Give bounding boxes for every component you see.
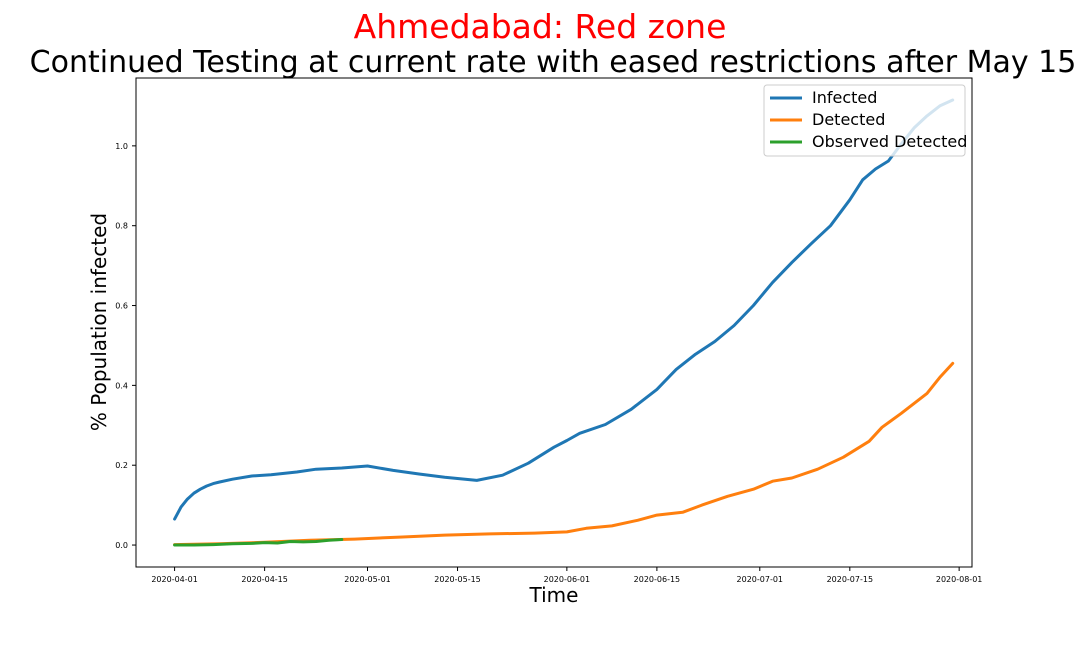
series-line-infected — [173, 98, 955, 521]
y-axis: 0.0 0.2 0.4 0.6 0.8 1.0 — [115, 142, 136, 550]
y-tick-label: 1.0 — [115, 142, 128, 151]
x-tick-label: 2020-06-01 — [544, 575, 591, 584]
x-tick-label: 2020-07-15 — [827, 575, 874, 584]
y-tick-label: 0.6 — [115, 302, 128, 311]
legend: Infected Detected Observed Detected — [763, 84, 967, 157]
y-tick-label: 0.8 — [115, 222, 128, 231]
chart-title: Continued Testing at current rate with e… — [30, 45, 1077, 80]
series-lines — [173, 98, 955, 547]
legend-items: Infected Detected Observed Detected — [770, 88, 967, 151]
series-line-detected — [173, 361, 955, 547]
x-tick-label: 2020-05-01 — [344, 575, 391, 584]
x-tick-label: 2020-05-15 — [434, 575, 481, 584]
x-tick-label: 2020-07-01 — [737, 575, 784, 584]
plot-area — [135, 77, 973, 568]
x-axis-label: Time — [529, 583, 579, 607]
series-line-observed-detected — [173, 538, 344, 547]
legend-label-observed-detected: Observed Detected — [812, 132, 967, 151]
legend-label-detected: Detected — [812, 110, 885, 129]
y-tick-label: 0.0 — [115, 541, 128, 550]
x-axis: 2020-04-01 2020-04-15 2020-05-01 2020-05-15… — [151, 567, 982, 584]
x-tick-label: 2020-08-01 — [936, 575, 983, 584]
y-tick-label: 0.4 — [115, 381, 128, 390]
x-tick-label: 2020-04-15 — [241, 575, 288, 584]
x-tick-label: 2020-06-15 — [634, 575, 681, 584]
x-tick-label: 2020-04-01 — [151, 575, 198, 584]
legend-box — [763, 84, 966, 157]
y-axis-label: % Population infected — [87, 213, 111, 431]
legend-label-infected: Infected — [812, 88, 877, 107]
chart-suptitle: Ahmedabad: Red zone — [354, 7, 727, 46]
y-tick-label: 0.2 — [115, 461, 128, 470]
